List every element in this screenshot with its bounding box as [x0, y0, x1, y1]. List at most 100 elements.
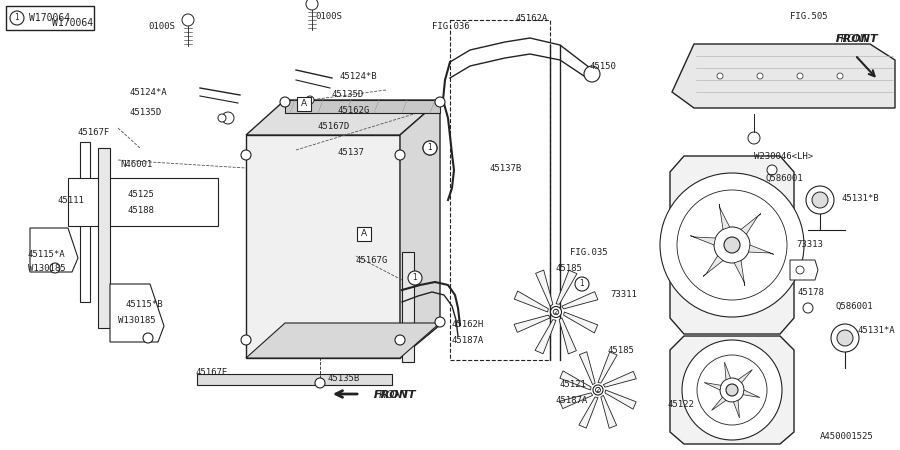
Circle shape	[10, 11, 24, 25]
Circle shape	[660, 173, 804, 317]
Circle shape	[831, 324, 859, 352]
Circle shape	[241, 335, 251, 345]
Circle shape	[724, 237, 740, 253]
Circle shape	[584, 66, 600, 82]
Text: 45125: 45125	[128, 190, 155, 199]
Circle shape	[714, 227, 750, 263]
Polygon shape	[598, 352, 617, 383]
Polygon shape	[30, 228, 78, 272]
Polygon shape	[514, 291, 548, 312]
Polygon shape	[743, 390, 760, 397]
Text: FIG.035: FIG.035	[570, 248, 608, 257]
Text: 45162H: 45162H	[452, 320, 484, 329]
Circle shape	[143, 333, 153, 343]
Text: Q586001: Q586001	[836, 302, 874, 311]
Text: 45150: 45150	[590, 62, 616, 71]
Text: 45115*B: 45115*B	[126, 300, 164, 309]
Text: 45167G: 45167G	[356, 256, 388, 265]
Text: 0100S: 0100S	[315, 12, 342, 21]
Text: 45188: 45188	[128, 206, 155, 215]
Circle shape	[767, 165, 777, 175]
Polygon shape	[605, 390, 636, 409]
Polygon shape	[601, 396, 617, 428]
Polygon shape	[670, 336, 794, 444]
Polygon shape	[560, 371, 591, 390]
Bar	[357, 227, 371, 241]
Circle shape	[803, 303, 813, 313]
Circle shape	[720, 378, 744, 402]
Circle shape	[812, 192, 828, 208]
Circle shape	[806, 186, 834, 214]
Polygon shape	[536, 270, 553, 306]
Polygon shape	[246, 135, 400, 358]
Polygon shape	[197, 374, 392, 385]
Text: 1: 1	[580, 279, 584, 288]
Circle shape	[682, 340, 782, 440]
Text: N46001: N46001	[120, 160, 152, 169]
Circle shape	[837, 73, 843, 79]
Text: 45185: 45185	[556, 264, 583, 273]
Text: 45167F: 45167F	[78, 128, 110, 137]
Text: 45122: 45122	[668, 400, 695, 409]
Text: 45167D: 45167D	[318, 122, 350, 131]
Circle shape	[717, 73, 723, 79]
Circle shape	[796, 266, 804, 274]
Polygon shape	[562, 292, 598, 309]
Text: 45111: 45111	[58, 196, 85, 205]
Circle shape	[593, 385, 603, 395]
Circle shape	[241, 150, 251, 160]
Text: 1: 1	[14, 14, 20, 22]
Bar	[80, 142, 90, 302]
Polygon shape	[741, 214, 760, 234]
Circle shape	[726, 384, 738, 396]
Circle shape	[395, 335, 405, 345]
Text: 45135B: 45135B	[328, 374, 360, 383]
Text: 1: 1	[412, 274, 418, 283]
Polygon shape	[285, 100, 440, 113]
Bar	[402, 252, 414, 362]
Polygon shape	[110, 284, 164, 342]
Text: 45185: 45185	[608, 346, 634, 355]
Text: W170064: W170064	[29, 13, 70, 23]
Text: W230046<LH>: W230046<LH>	[754, 152, 813, 161]
Text: 2: 2	[554, 309, 558, 315]
Polygon shape	[246, 323, 440, 358]
Circle shape	[182, 14, 194, 26]
Text: 45135D: 45135D	[130, 108, 162, 117]
Polygon shape	[749, 245, 774, 254]
Text: W170064: W170064	[52, 18, 93, 28]
Circle shape	[677, 190, 787, 300]
Polygon shape	[400, 100, 440, 358]
Circle shape	[423, 141, 437, 155]
Text: 1: 1	[428, 144, 432, 153]
Text: 45135D: 45135D	[332, 90, 365, 99]
Text: 45167E: 45167E	[195, 368, 227, 377]
Text: 73313: 73313	[796, 240, 823, 249]
Circle shape	[423, 141, 437, 155]
Circle shape	[554, 309, 559, 315]
Text: 45162A: 45162A	[516, 14, 548, 23]
Text: FRONT: FRONT	[836, 34, 878, 44]
Polygon shape	[563, 312, 598, 333]
Circle shape	[596, 387, 600, 392]
Polygon shape	[246, 100, 440, 135]
Polygon shape	[738, 369, 752, 383]
Polygon shape	[560, 393, 593, 409]
Bar	[297, 97, 311, 111]
Text: W130185: W130185	[28, 264, 66, 273]
Polygon shape	[559, 318, 576, 354]
Circle shape	[306, 96, 314, 104]
Bar	[98, 148, 110, 328]
Polygon shape	[703, 256, 723, 276]
Polygon shape	[719, 204, 730, 230]
Circle shape	[575, 277, 589, 291]
Text: FIG.036: FIG.036	[432, 22, 470, 31]
Text: FRONT: FRONT	[374, 390, 417, 400]
Text: 45187A: 45187A	[452, 336, 484, 345]
Bar	[6, 6, 94, 30]
Polygon shape	[556, 270, 577, 304]
Polygon shape	[690, 236, 716, 245]
Text: 45131*A: 45131*A	[858, 326, 896, 335]
Polygon shape	[790, 260, 818, 280]
Text: 45162G: 45162G	[338, 106, 370, 115]
